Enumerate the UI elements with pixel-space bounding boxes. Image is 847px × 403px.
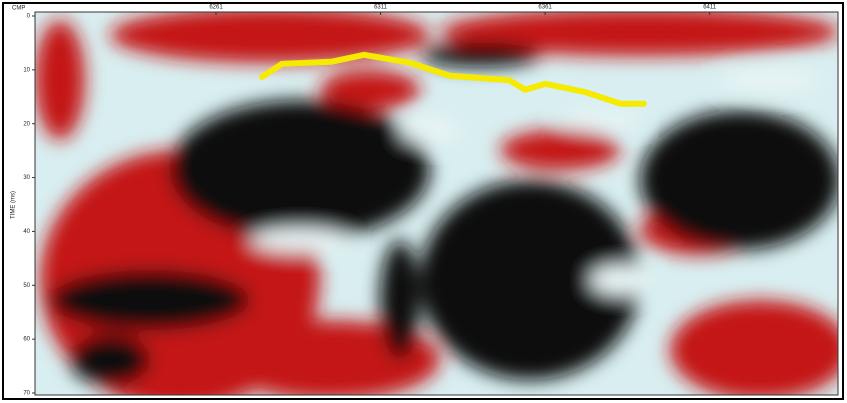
y-tick-label: 60 — [23, 337, 30, 343]
y-axis-label: TIME (ms) — [11, 191, 17, 219]
x-axis-label: CMP — [12, 6, 25, 12]
y-tick-label: 70 — [23, 391, 30, 397]
y-tick-label: 50 — [23, 283, 30, 289]
y-tick-label: 10 — [23, 67, 30, 73]
y-tick-label: 0 — [27, 14, 31, 20]
horizon-line — [259, 51, 647, 107]
x-tick-label: 6311 — [374, 5, 388, 11]
seismic-image — [35, 12, 838, 395]
y-tick-label: 40 — [23, 229, 30, 235]
y-tick-label: 20 — [23, 121, 30, 127]
x-tick-label: 6361 — [538, 5, 552, 11]
plot-border — [34, 11, 839, 396]
x-tick-label: 6411 — [703, 5, 717, 11]
y-tick-label: 30 — [23, 175, 30, 181]
x-tick-label: 6261 — [209, 5, 223, 11]
